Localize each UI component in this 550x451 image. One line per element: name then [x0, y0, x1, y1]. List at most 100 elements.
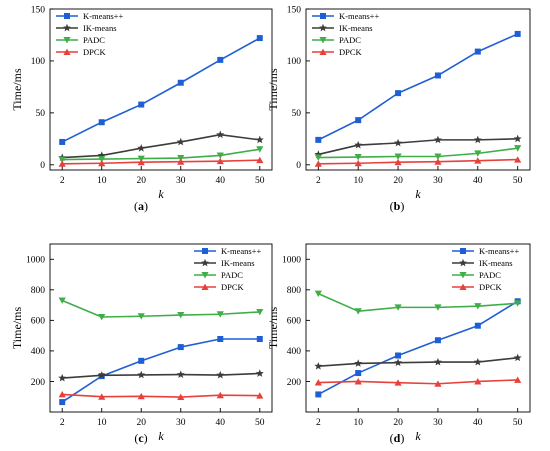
data-point: [315, 136, 322, 143]
legend-marker: [459, 272, 467, 279]
x-axis-title: k: [415, 429, 421, 443]
legend-entry: K-means++: [221, 246, 261, 256]
data-point: [138, 357, 145, 364]
data-point: [98, 156, 106, 163]
data-point: [138, 101, 145, 108]
data-point: [513, 353, 522, 362]
data-point: [256, 392, 264, 399]
legend-marker: [201, 283, 209, 290]
y-tick-label: 150: [31, 5, 46, 15]
y-axis-title: Time/ms: [266, 307, 280, 350]
x-tick-label: 30: [176, 418, 186, 428]
panel-label: (b): [390, 199, 405, 213]
x-axis-title: k: [158, 187, 164, 201]
legend-marker: [63, 48, 71, 55]
data-point: [314, 154, 322, 161]
legend: K-means++ IK-means PADC DPCK: [452, 246, 519, 292]
x-axis-title: k: [415, 187, 421, 201]
data-point: [216, 130, 225, 139]
x-tick-label: 30: [433, 418, 443, 428]
x-tick-label: 10: [97, 176, 107, 186]
data-point: [217, 335, 224, 342]
data-point: [434, 153, 442, 160]
data-point: [58, 156, 66, 164]
y-tick-label: 800: [287, 286, 302, 296]
data-point: [394, 304, 402, 311]
plot-frame: [305, 243, 531, 413]
legend-marker: [202, 248, 208, 254]
data-point: [256, 335, 263, 342]
legend-marker: [63, 23, 71, 32]
x-tick-label: 50: [513, 418, 523, 428]
data-point: [314, 290, 322, 298]
data-point: [97, 151, 106, 159]
y-tick-label: 200: [287, 378, 302, 388]
data-point: [355, 370, 362, 377]
data-point: [514, 145, 522, 152]
y-tick-label: 100: [287, 57, 302, 67]
x-tick-label: 20: [393, 176, 403, 186]
data-point: [256, 156, 264, 164]
chart-panel-3: 200 400 600 800 1000 2 10 20 30 40 50 k Time/ms K-mea…: [266, 243, 531, 445]
data-point: [314, 379, 322, 386]
data-point: [256, 308, 264, 316]
legend-marker: [201, 272, 209, 279]
plot-frame: [49, 243, 273, 413]
legend-marker: [319, 48, 327, 55]
legend-marker: [201, 258, 209, 267]
data-point: [216, 311, 224, 318]
x-tick-label: 50: [513, 176, 523, 186]
x-tick-label: 2: [60, 176, 65, 186]
data-point: [58, 297, 66, 304]
data-point: [434, 337, 441, 344]
data-point: [354, 159, 362, 167]
legend-marker: [64, 13, 70, 19]
data-point: [177, 344, 184, 351]
data-point: [314, 160, 322, 167]
x-axis-title: k: [158, 429, 164, 443]
legend: K-means++ IK-means PADC DPCK: [56, 11, 123, 57]
y-tick-label: 200: [31, 378, 46, 388]
legend-marker: [459, 283, 467, 290]
legend-entry: K-means++: [479, 246, 519, 256]
series-line-padc: [61, 299, 260, 318]
data-point: [177, 79, 184, 86]
legend-entry: K-means++: [83, 11, 123, 21]
plot-frame: [305, 8, 531, 171]
data-point: [256, 146, 264, 153]
y-tick-label: 0: [296, 161, 301, 171]
x-tick-label: 20: [136, 176, 146, 186]
series-line-dpck: [318, 158, 518, 165]
data-point: [434, 304, 442, 311]
y-tick-label: 400: [31, 347, 46, 357]
data-point: [137, 158, 145, 166]
series-line-k-means-: [317, 300, 519, 396]
data-point: [513, 134, 522, 143]
data-point: [137, 313, 145, 320]
x-tick-label: 50: [255, 418, 265, 428]
series-line-ik-means: [62, 372, 260, 379]
data-point: [395, 352, 402, 359]
data-point: [514, 30, 521, 37]
panel-label: (a): [134, 199, 148, 213]
data-point: [314, 150, 323, 158]
legend-entry: K-means++: [339, 11, 379, 21]
y-tick-label: 50: [292, 109, 302, 119]
x-tick-label: 40: [473, 176, 483, 186]
y-tick-label: 800: [31, 286, 46, 296]
series-line-padc: [62, 148, 260, 161]
data-point: [473, 135, 482, 144]
legend-entry: PADC: [83, 35, 105, 45]
y-tick-label: 1000: [282, 256, 301, 266]
legend-entry: PADC: [339, 35, 361, 45]
data-point: [58, 391, 66, 398]
y-tick-label: 50: [36, 109, 46, 119]
chart-panel-0: 0 50 100 150 2 10 20 30 40 50 k Time/ms K-means++ IK-…: [10, 5, 273, 213]
x-tick-label: 20: [136, 418, 146, 428]
data-point: [177, 312, 185, 319]
data-point: [514, 376, 522, 383]
legend-entry: IK-means: [221, 258, 255, 268]
data-point: [354, 308, 362, 315]
legend-marker: [320, 13, 326, 19]
data-point: [59, 138, 66, 145]
